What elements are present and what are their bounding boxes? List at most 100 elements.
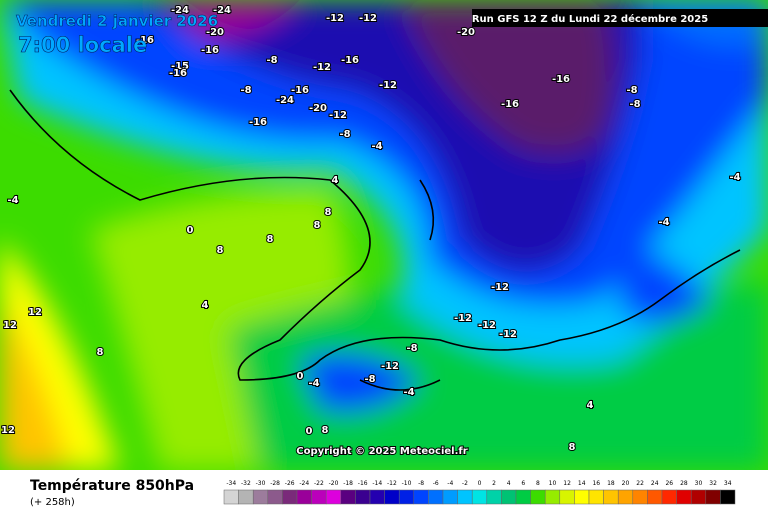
scale-swatch <box>574 489 590 505</box>
contour-label: -12 <box>313 62 331 73</box>
contour-label: 0 <box>187 225 194 236</box>
scale-swatch <box>471 489 488 505</box>
contour-label: -24 <box>276 95 294 106</box>
legend-title: Température 850hPa <box>30 478 194 494</box>
contour-label: -20 <box>309 103 327 114</box>
contour-label: -20 <box>457 27 475 38</box>
copyright: Copyright © 2025 Meteociel.fr <box>296 446 467 457</box>
scale-label: 12 <box>563 480 571 487</box>
scale-label: -2 <box>462 480 468 487</box>
scale-swatch <box>559 489 575 505</box>
contour-label: 4 <box>332 175 339 186</box>
scale-swatch <box>588 489 604 505</box>
scale-label: -8 <box>418 480 424 487</box>
contour-label: -8 <box>339 129 350 140</box>
forecast-time: 7:00 locale <box>18 33 147 57</box>
color-scale: -34 -32 -30 -28 -26 -24 -22 -20 -18 -16 -14 -12 -10-… <box>223 480 736 505</box>
scale-label: -18 <box>343 480 353 487</box>
scale-swatch <box>690 489 707 505</box>
contour-label: -16 <box>552 74 570 85</box>
scale-swatch <box>515 489 531 505</box>
scale-swatch <box>647 489 663 505</box>
contour-label: -12 <box>379 80 397 91</box>
scale-swatch <box>661 489 677 505</box>
contour-label: -12 <box>326 13 344 24</box>
contour-label: -8 <box>406 343 417 354</box>
contour-label: -16 <box>501 99 519 110</box>
scale-swatch <box>705 489 721 505</box>
map-field <box>0 0 768 470</box>
scale-label: 20 <box>622 480 630 487</box>
scale-label: 34 <box>724 480 732 487</box>
scale-label: 32 <box>709 480 717 487</box>
contour-label: -12 <box>359 13 377 24</box>
contour-label: 8 <box>314 220 321 231</box>
contour-label: 8 <box>217 245 224 256</box>
scale-label: -16 <box>358 480 368 487</box>
scale-label: 22 <box>636 480 644 487</box>
contour-label: 12 <box>28 307 42 318</box>
run-box <box>472 9 768 27</box>
contour-label: -4 <box>371 141 382 152</box>
contour-label: 8 <box>97 347 104 358</box>
scale-swatch <box>486 489 502 505</box>
scale-label: 28 <box>680 480 688 487</box>
contour-label: 8 <box>322 425 329 436</box>
contour-label: -12 <box>478 320 496 331</box>
contour-label: -15 <box>171 61 189 72</box>
contour-label: -16 <box>249 117 267 128</box>
scale-swatch <box>544 489 561 505</box>
scale-label: 24 <box>651 480 659 487</box>
scale-swatch <box>267 489 283 505</box>
scale-label: 30 <box>695 480 703 487</box>
scale-swatch <box>311 489 327 505</box>
contour-label: -12 <box>329 110 347 121</box>
contour-label: 12 <box>1 425 15 436</box>
scale-swatch <box>238 489 254 505</box>
scale-label: -4 <box>447 480 453 487</box>
scale-label: 16 <box>592 480 600 487</box>
scale-label: 2 <box>492 480 496 487</box>
scale-swatch <box>632 489 648 505</box>
scale-label: -24 <box>299 480 309 487</box>
scale-swatch <box>457 489 473 505</box>
scale-label: 18 <box>607 480 615 487</box>
contour-label: -16 <box>341 55 359 66</box>
contour-label: -24 <box>213 5 231 16</box>
lead-time: (+ 258h) <box>30 497 75 508</box>
contour-label: -16 <box>169 68 187 79</box>
scale-label: 26 <box>665 480 673 487</box>
contour-label: -12 <box>454 313 472 324</box>
contour-label: -24 <box>171 5 189 16</box>
scale-swatch <box>398 489 415 505</box>
scale-swatch <box>340 489 356 505</box>
scale-label: -28 <box>270 480 280 487</box>
scale-label: -12 <box>387 480 397 487</box>
scale-label: -10 <box>402 480 412 487</box>
scale-label: 8 <box>536 480 540 487</box>
scale-swatch <box>530 489 546 505</box>
contour-label: 4 <box>202 300 209 311</box>
scale-label: 0 <box>478 480 482 487</box>
scale-swatch <box>603 489 619 505</box>
scale-swatch <box>617 489 634 505</box>
scale-label: -26 <box>285 480 295 487</box>
contour-label: 12 <box>3 320 17 331</box>
scale-swatch <box>282 489 298 505</box>
contour-label: 8 <box>267 234 274 245</box>
scale-label: -30 <box>256 480 266 487</box>
scale-swatch <box>223 489 239 505</box>
scale-swatch <box>720 489 736 505</box>
scale-label: 14 <box>578 480 586 487</box>
scale-label: -34 <box>226 480 236 487</box>
contour-label: -4 <box>308 378 319 389</box>
scale-label: -20 <box>329 480 339 487</box>
run-info: Run GFS 12 Z du Lundi 22 décembre 2025 <box>472 13 708 25</box>
scale-swatch <box>428 489 444 505</box>
scale-swatch <box>325 489 342 505</box>
contour-labels: -24 -24-16-20-16-15-16-8-12 -12-16-12-8-24… <box>0 4 742 454</box>
scale-swatch <box>355 489 371 505</box>
scale-label: -6 <box>433 480 439 487</box>
scale-swatch <box>676 489 692 505</box>
